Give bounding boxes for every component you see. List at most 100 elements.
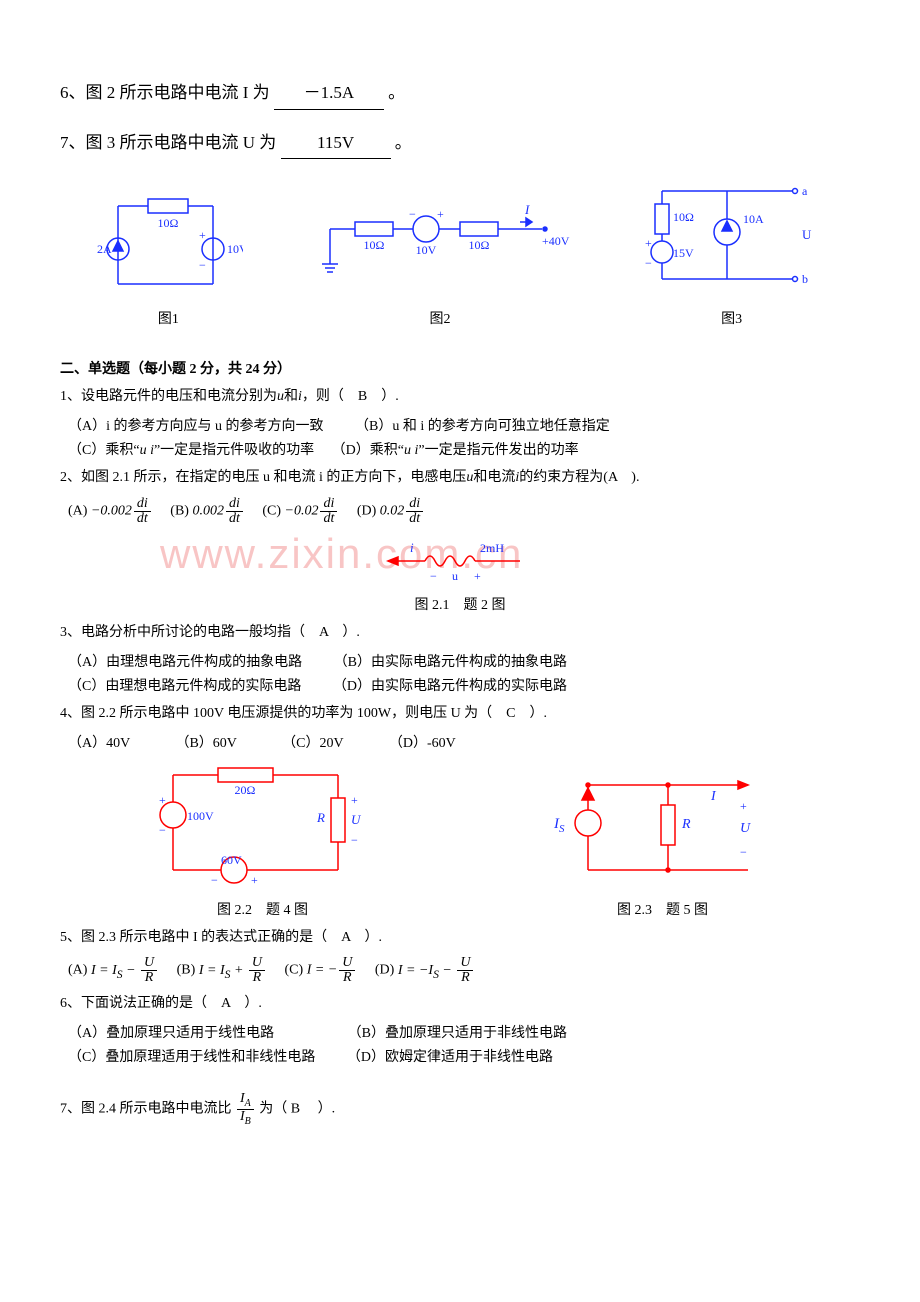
svg-text:+: + bbox=[251, 873, 258, 887]
figure-2-svg: 10Ω − + 10V 10Ω I +40V bbox=[310, 189, 570, 299]
mcq7-after: 为（ B ）. bbox=[259, 1102, 335, 1117]
mcq1-options-row1: （A）i 的参考方向应与 u 的参考方向一致 （B）u 和 i 的参考方向可独立… bbox=[68, 415, 860, 435]
q7-stem: 7、图 3 所示电路中电流 U 为 bbox=[60, 133, 276, 152]
fig22-V1: 100V bbox=[187, 809, 214, 823]
figure-1-svg: 10Ω 2A + − 10V bbox=[93, 189, 243, 299]
mcq3-C: （C）由理想电路元件构成的实际电路 bbox=[68, 679, 301, 694]
mcq2-D-frac: didt bbox=[406, 497, 423, 526]
mcq1-tail: ，则（ B ）. bbox=[302, 389, 399, 404]
mcq2-C-label: (C) bbox=[262, 503, 281, 518]
figure-3: 10Ω + − 15V 10A a b U 图3 bbox=[637, 179, 827, 328]
mcq3-row2: （C）由理想电路元件构成的实际电路 （D）由实际电路元件构成的实际电路 bbox=[68, 675, 860, 695]
mcq5-D-frac: UR bbox=[457, 956, 473, 985]
mcq1-u: u bbox=[277, 389, 284, 404]
q7-answer: 115V bbox=[281, 128, 391, 160]
mcq1-D-tail: ”一定是指元件发出的功率 bbox=[418, 443, 578, 458]
fig21-L: 2mH bbox=[480, 541, 504, 555]
mcq6-A: （A）叠加原理只适用于线性电路 bbox=[68, 1026, 274, 1041]
mcq5-C-expr: I = − bbox=[307, 963, 338, 978]
fig2-caption: 图2 bbox=[310, 308, 570, 328]
mcq3-stem: 3、电路分析中所讨论的电路一般均指（ A ）. bbox=[60, 620, 860, 645]
mcq1-D-ui: u i bbox=[404, 443, 418, 458]
mcq5-B-frac: UR bbox=[249, 956, 265, 985]
svg-text:+: + bbox=[740, 799, 747, 813]
mcq4-B: （B）60V bbox=[175, 736, 236, 751]
mcq1-stem: 1、设电路元件的电压和电流分别为u和i，则（ B ）. bbox=[60, 384, 860, 409]
mcq7-stem: 7、图 2.4 所示电路中电流比 IA IB 为（ B ）. bbox=[60, 1092, 860, 1127]
q6-stem: 6、图 2 所示电路中电流 I 为 bbox=[60, 83, 270, 102]
figure-22-svg: 20Ω + − 100V − + 60V R + U − bbox=[143, 760, 383, 890]
mcq2-C-frac: didt bbox=[320, 497, 337, 526]
fig21-u: u bbox=[452, 569, 458, 583]
frac-den: dt bbox=[134, 512, 151, 526]
figures-row-1: 10Ω 2A + − 10V 图1 bbox=[60, 179, 860, 328]
mcq1-C-tail: ”一定是指元件吸收的功率 bbox=[154, 443, 314, 458]
mcq6-stem: 6、下面说法正确的是（ A ）. bbox=[60, 991, 860, 1016]
fig2-R1: 10Ω bbox=[364, 238, 385, 252]
mcq3-D: （D）由实际电路元件构成的实际电路 bbox=[333, 679, 567, 694]
frac-den: dt bbox=[226, 512, 243, 526]
fig23-caption: 图 2.3 题 5 图 bbox=[548, 899, 778, 919]
mcq2-stem-text: 2、如图 2.1 所示，在指定的电压 u 和电流 i 的正方向下，电感电压 bbox=[60, 470, 466, 485]
frac-num: di bbox=[320, 497, 337, 512]
mcq1-B: （B）u 和 i 的参考方向可独立地任意指定 bbox=[355, 419, 610, 434]
figure-3-svg: 10Ω + − 15V 10A a b U bbox=[637, 179, 827, 299]
fig22-R: R bbox=[316, 810, 325, 825]
mcq5-D-label: (D) bbox=[375, 963, 394, 978]
mcq1-D-pre: （D）乘积“ bbox=[332, 443, 404, 458]
mcq5-A-expr: I = IS − bbox=[91, 963, 139, 978]
frac-den: dt bbox=[320, 512, 337, 526]
mcq5-B-label: (B) bbox=[177, 963, 196, 978]
fig3-Vsrc: 15V bbox=[673, 246, 694, 260]
mcq2-B-label: (B) bbox=[170, 503, 189, 518]
mcq4-D: （D）-60V bbox=[389, 736, 456, 751]
svg-text:+: + bbox=[645, 236, 652, 250]
mcq4-stem: 4、图 2.2 所示电路中 100V 电压源提供的功率为 100W，则电压 U … bbox=[60, 701, 860, 726]
mcq1-C-ui: u i bbox=[140, 443, 154, 458]
fig23-R: R bbox=[681, 817, 691, 832]
mcq4-A: （A）40V bbox=[68, 736, 130, 751]
mcq1-A: （A）i 的参考方向应与 u 的参考方向一致 bbox=[68, 419, 324, 434]
svg-text:−: − bbox=[430, 569, 437, 583]
fig3-b: b bbox=[802, 272, 808, 286]
fig21-container: www.zixin.com.cn i 2mH − u + bbox=[60, 530, 860, 590]
fig2-Vsrc: 10V bbox=[416, 243, 437, 257]
mcq2-options: (A) −0.002didt (B) 0.002didt (C) −0.02di… bbox=[68, 497, 860, 526]
fig23-Is: IS bbox=[553, 816, 565, 835]
mcq5-A-frac: UR bbox=[141, 956, 157, 985]
mcq1-options-row2: （C）乘积“u i”一定是指元件吸收的功率 （D）乘积“u i”一定是指元件发出… bbox=[68, 439, 860, 459]
section-2-title: 二、单选题（每小题 2 分，共 24 分） bbox=[60, 358, 860, 378]
fig22-V2: 60V bbox=[221, 853, 242, 867]
mcq6-row1: （A）叠加原理只适用于线性电路 （B）叠加原理只适用于非线性电路 bbox=[68, 1022, 860, 1042]
mcq2-A-label: (A) bbox=[68, 503, 87, 518]
figures-row-2: 20Ω + − 100V − + 60V R + U − 图 2.2 题 4 图 bbox=[60, 760, 860, 919]
fig21-i: i bbox=[410, 540, 414, 555]
mcq2-D-val: 0.02 bbox=[380, 503, 405, 518]
mcq1-stem-text: 1、设电路元件的电压和电流分别为 bbox=[60, 389, 277, 404]
svg-text:−: − bbox=[409, 207, 416, 221]
mcq7-before: 7、图 2.4 所示电路中电流比 bbox=[60, 1102, 232, 1117]
mcq5-C-frac: UR bbox=[339, 956, 355, 985]
mcq3-B: （B）由实际电路元件构成的抽象电路 bbox=[334, 655, 567, 670]
fig22-R1: 20Ω bbox=[234, 783, 255, 797]
mcq5-stem: 5、图 2.3 所示电路中 I 的表达式正确的是（ A ）. bbox=[60, 925, 860, 950]
svg-text:−: − bbox=[645, 256, 652, 270]
svg-text:+: + bbox=[474, 569, 481, 583]
mcq2-A-val: −0.002 bbox=[91, 503, 132, 518]
mcq2-A-frac: didt bbox=[134, 497, 151, 526]
mcq2-stem: 2、如图 2.1 所示，在指定的电压 u 和电流 i 的正方向下，电感电压u和电… bbox=[60, 465, 860, 490]
mcq2-B-val: 0.002 bbox=[192, 503, 224, 518]
q6-answer: －1.5A bbox=[274, 78, 384, 110]
mcq5-A-label: (A) bbox=[68, 963, 87, 978]
mcq4-C: （C）20V bbox=[282, 736, 343, 751]
fig2-Vout: +40V bbox=[542, 234, 570, 248]
frac-num: di bbox=[406, 497, 423, 512]
fig1-R: 10Ω bbox=[158, 216, 179, 230]
mcq5-B-expr: I = IS + bbox=[199, 963, 247, 978]
mcq2-tail: 的约束方程为(A ). bbox=[519, 470, 639, 485]
figure-23: IS R I + U − 图 2.3 题 5 图 bbox=[548, 770, 778, 919]
mcq7-frac: IA IB bbox=[237, 1092, 254, 1127]
svg-text:−: − bbox=[211, 873, 218, 887]
svg-text:+: + bbox=[351, 793, 358, 807]
fig23-I: I bbox=[710, 789, 717, 804]
